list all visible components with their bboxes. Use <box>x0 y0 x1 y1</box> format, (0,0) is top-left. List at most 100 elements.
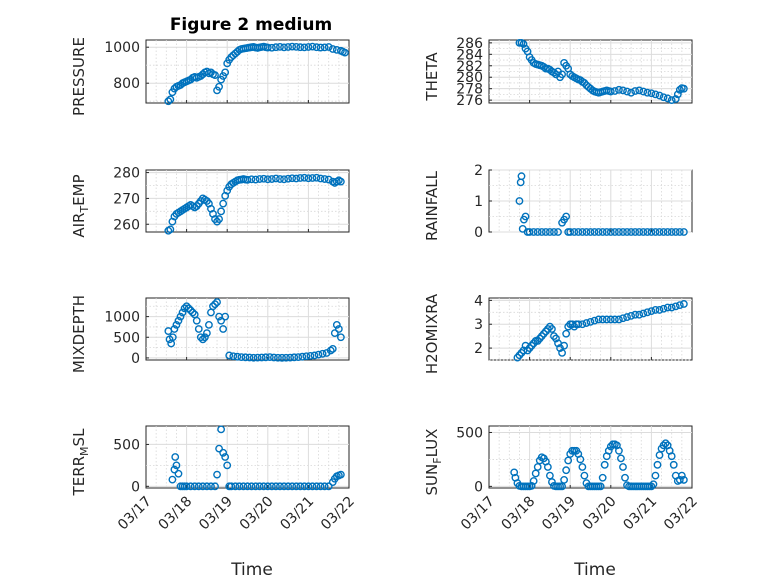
x-tick-label: 03/19 <box>196 494 236 534</box>
data-point <box>679 228 688 236</box>
data-point <box>671 302 680 311</box>
x-tick-label: 03/21 <box>620 494 660 534</box>
y-tick-label: 1000 <box>104 40 140 56</box>
data-point <box>209 302 217 311</box>
y-tick-label: 800 <box>113 76 140 92</box>
data-point <box>166 95 175 104</box>
data-point <box>574 320 583 329</box>
data-point <box>655 306 664 314</box>
data-point <box>300 173 309 182</box>
data-point <box>580 79 589 87</box>
data-point <box>328 344 337 353</box>
data-point <box>255 482 264 491</box>
data-point <box>186 482 195 491</box>
data-point <box>308 482 317 491</box>
data-point <box>257 353 266 362</box>
subplot-rainfall: 0 1 2 RAINFALL <box>423 163 693 241</box>
data-point <box>679 476 688 484</box>
subplot-mixdepth: 0 500 1000 MIXDEPTH <box>70 295 350 373</box>
series-markers <box>168 425 345 491</box>
data-point <box>225 351 234 360</box>
data-point <box>659 228 668 236</box>
data-point <box>519 40 528 48</box>
series-markers <box>164 298 345 362</box>
data-point <box>215 215 223 223</box>
data-point <box>168 333 177 342</box>
data-point <box>172 320 181 329</box>
figure-title: Figure 2 medium <box>170 15 332 35</box>
data-point <box>615 446 623 455</box>
data-point <box>615 315 623 324</box>
subplot-air_temp: 260 270 280 AIRTEMP <box>70 166 350 238</box>
data-point <box>304 174 313 183</box>
data-point <box>533 228 542 236</box>
data-point <box>586 317 595 326</box>
data-point <box>635 310 644 319</box>
data-point <box>679 84 688 93</box>
data-point <box>280 43 288 52</box>
data-point <box>223 186 232 195</box>
y-tick-label: 0 <box>474 479 483 495</box>
y-axis-label: SUNFLUX <box>423 429 444 496</box>
data-point <box>336 177 345 186</box>
data-point <box>217 316 226 325</box>
data-point <box>292 42 301 51</box>
data-point <box>610 315 619 324</box>
data-point <box>284 43 292 51</box>
data-point <box>667 96 676 105</box>
data-point <box>550 228 558 236</box>
data-point <box>288 482 297 491</box>
data-point <box>586 228 595 236</box>
data-point <box>320 175 329 183</box>
data-point <box>213 298 221 307</box>
data-point <box>541 228 550 236</box>
data-point <box>548 478 556 486</box>
data-point <box>527 481 536 490</box>
series-markers <box>164 42 349 106</box>
data-point <box>617 454 625 463</box>
data-point <box>550 68 558 77</box>
data-point <box>263 175 272 184</box>
data-point <box>675 85 684 94</box>
data-point <box>600 460 609 469</box>
data-point <box>562 212 571 221</box>
y-tick-label: 500 <box>456 425 483 441</box>
data-point <box>261 353 270 362</box>
data-point <box>223 461 232 470</box>
data-point <box>276 42 284 51</box>
y-tick-label: 500 <box>113 330 140 346</box>
data-point <box>300 482 309 491</box>
data-point <box>324 43 333 51</box>
subplot-h2omixra: 2 3 4 H2OMIXRA <box>423 293 693 374</box>
data-point <box>574 228 583 236</box>
y-tick-label: 286 <box>456 36 483 52</box>
data-point <box>529 228 538 236</box>
data-point <box>619 314 627 323</box>
y-axis-label: MIXDEPTH <box>70 295 88 373</box>
series-markers <box>515 38 688 105</box>
data-point <box>324 482 333 491</box>
data-point <box>639 228 648 236</box>
data-point <box>284 174 292 183</box>
data-point <box>198 335 207 344</box>
data-point <box>627 88 635 97</box>
data-point <box>170 465 179 474</box>
data-point <box>296 174 305 182</box>
data-point <box>537 228 546 236</box>
y-tick-label: 4 <box>474 293 483 309</box>
data-point <box>316 482 325 491</box>
data-point <box>560 476 569 484</box>
data-point <box>673 90 682 99</box>
data-point <box>269 353 278 362</box>
data-point <box>647 307 656 316</box>
data-point <box>298 352 307 361</box>
y-tick-label: 1000 <box>104 310 140 326</box>
data-point <box>598 315 607 324</box>
subplot-pressure: 800 1000 PRESSURE <box>70 37 350 116</box>
data-point <box>330 329 339 338</box>
data-point <box>253 353 262 362</box>
data-point <box>174 316 183 325</box>
data-point <box>211 482 219 491</box>
data-point <box>539 63 548 71</box>
